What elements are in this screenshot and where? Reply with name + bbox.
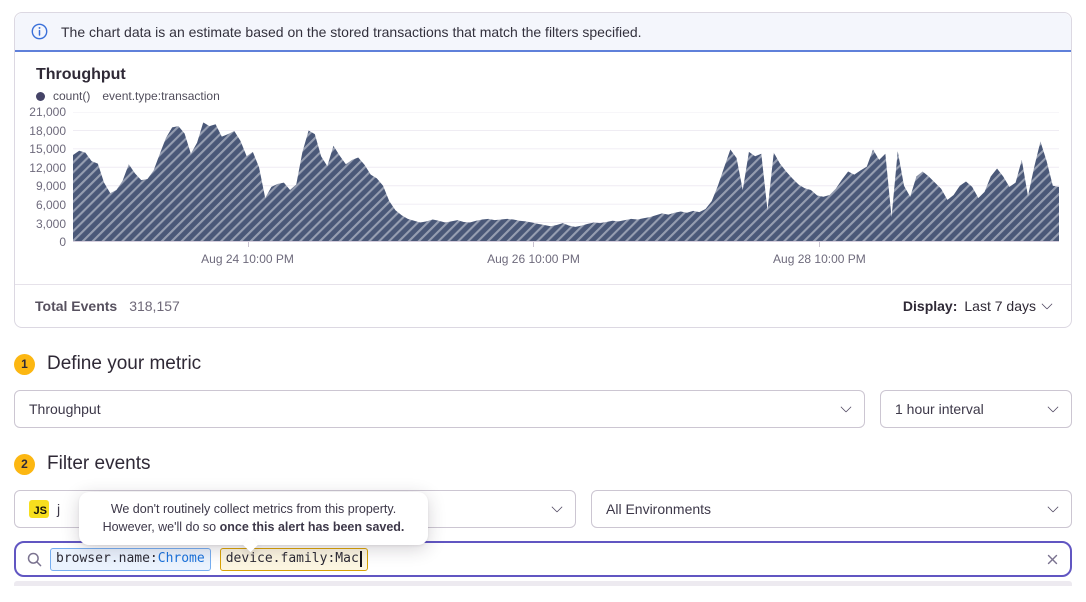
y-tick-label: 21,000 xyxy=(29,105,66,120)
display-period-dropdown[interactable]: Display: Last 7 days xyxy=(902,298,1053,315)
chart-title: Throughput xyxy=(36,66,126,83)
javascript-platform-icon: JS xyxy=(29,500,49,519)
interval-select-value: 1 hour interval xyxy=(895,401,984,418)
tooltip-line-2-bold: once this alert has been saved. xyxy=(219,520,405,535)
chevron-down-icon xyxy=(1047,501,1059,513)
y-tick-label: 0 xyxy=(59,235,66,250)
metric-select[interactable]: Throughput xyxy=(14,390,865,429)
total-events-value: 318,157 xyxy=(129,298,180,315)
x-tick-label: Aug 28 10:00 PM xyxy=(773,252,866,267)
project-select-value: j xyxy=(57,501,61,518)
chevron-down-icon xyxy=(1041,298,1053,310)
x-tick-mark xyxy=(819,242,821,248)
metric-property-tooltip: We don't routinely collect metrics from … xyxy=(79,492,428,553)
step-1-header: 1 Define your metric xyxy=(14,353,1072,375)
legend-filter: event.type:transaction xyxy=(102,89,220,104)
filter-token-device-family[interactable]: device.family: Mac xyxy=(219,547,368,571)
filter-row: JS j All Environments We don't routinely… xyxy=(14,490,1072,553)
environment-select[interactable]: All Environments xyxy=(591,490,1072,529)
area-chart-svg xyxy=(73,112,1059,242)
chevron-down-icon xyxy=(1047,401,1059,413)
tooltip-line-2: However, we'll do so xyxy=(102,520,220,535)
info-icon xyxy=(31,23,48,40)
step-2-header: 2 Filter events xyxy=(14,453,1072,475)
x-tick-label: Aug 26 10:00 PM xyxy=(487,252,580,267)
x-axis: Aug 24 10:00 PM Aug 26 10:00 PM Aug 28 10:… xyxy=(73,242,1059,272)
y-axis: 21,000 18,000 15,000 12,000 9,000 6,000 3,000 0 xyxy=(27,105,73,249)
total-events-label: Total Events xyxy=(35,298,118,315)
clear-search-icon[interactable] xyxy=(1046,553,1059,566)
chevron-down-icon xyxy=(551,501,563,513)
step-2-badge: 2 xyxy=(14,453,35,475)
filter-token-browser-name[interactable]: browser.name: Chrome xyxy=(50,547,211,571)
y-tick-label: 3,000 xyxy=(35,216,66,231)
estimate-alert-banner: The chart data is an estimate based on t… xyxy=(15,13,1071,52)
alert-builder-page: The chart data is an estimate based on t… xyxy=(14,12,1072,587)
metric-select-value: Throughput xyxy=(29,401,101,418)
y-tick-label: 18,000 xyxy=(29,123,66,138)
step-1-badge: 1 xyxy=(14,353,35,375)
legend-metric: count() xyxy=(53,89,91,104)
x-tick-mark xyxy=(247,242,249,248)
token-key: browser.name: xyxy=(56,550,158,566)
y-tick-label: 12,000 xyxy=(29,160,66,175)
text-cursor xyxy=(359,551,362,568)
x-tick-label: Aug 24 10:00 PM xyxy=(201,252,294,267)
y-tick-label: 6,000 xyxy=(35,198,66,213)
x-tick-mark xyxy=(533,242,535,248)
step-2-title: Filter events xyxy=(47,453,151,475)
environment-select-value: All Environments xyxy=(606,501,712,518)
display-value: Last 7 days xyxy=(964,298,1036,315)
total-events: Total Events 318,157 xyxy=(35,298,180,314)
step-1-title: Define your metric xyxy=(47,353,202,375)
estimate-alert-text: The chart data is an estimate based on t… xyxy=(61,23,642,40)
next-panel-edge xyxy=(14,581,1072,587)
throughput-area-chart[interactable] xyxy=(73,112,1059,243)
token-value: Mac xyxy=(335,550,359,566)
chart-card: The chart data is an estimate based on t… xyxy=(14,12,1072,329)
legend-dot-icon xyxy=(36,91,45,101)
tooltip-line-1: We don't routinely collect metrics from … xyxy=(110,502,397,517)
chevron-down-icon xyxy=(840,401,852,413)
event-filter-search-input[interactable]: browser.name: Chrome device.family: Mac xyxy=(14,541,1072,578)
display-label: Display: xyxy=(902,298,958,315)
chart-footer: Total Events 318,157 Display: Last 7 days xyxy=(15,284,1071,327)
metric-row: Throughput 1 hour interval xyxy=(14,390,1072,429)
y-tick-label: 9,000 xyxy=(35,179,66,194)
token-value: Chrome xyxy=(157,550,205,566)
chart-section: Throughput count() event.type:transactio… xyxy=(15,52,1071,272)
token-key: device.family: xyxy=(225,550,336,566)
y-tick-label: 15,000 xyxy=(29,142,66,157)
search-icon xyxy=(27,552,42,567)
interval-select[interactable]: 1 hour interval xyxy=(880,390,1072,429)
chart-legend: count() event.type:transaction xyxy=(36,89,1059,103)
